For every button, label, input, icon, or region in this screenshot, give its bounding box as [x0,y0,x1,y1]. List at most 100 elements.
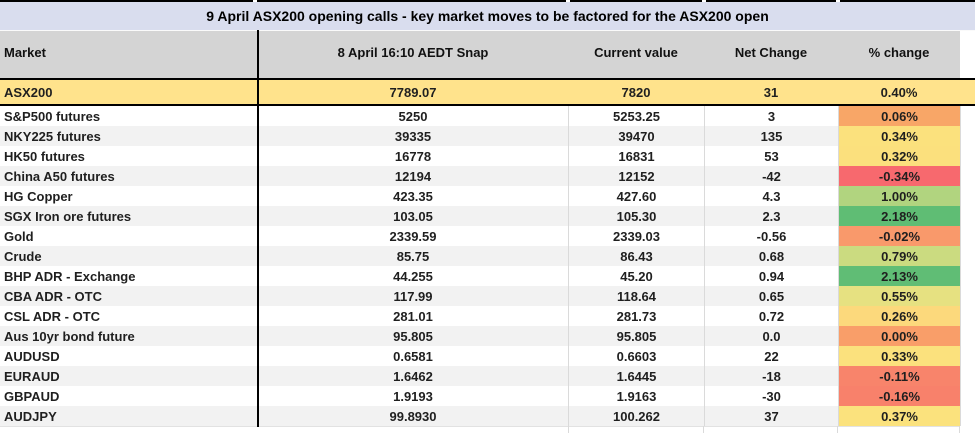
cell-market[interactable]: AUDJPY [0,406,258,426]
cell-current-value[interactable]: 95.805 [568,326,704,346]
cell-market[interactable]: Aus 10yr bond future [0,326,258,346]
table-row[interactable]: GBPAUD 1.9193 1.9163 -30 -0.16% [0,386,975,406]
cell-net-change[interactable]: 0.94 [704,266,838,286]
table-row[interactable]: Crude 85.75 86.43 0.68 0.79% [0,246,975,266]
cell-net-change[interactable]: 135 [704,126,838,146]
table-row[interactable]: AUDJPY 99.8930 100.262 37 0.37% [0,406,975,426]
cell-net-change[interactable]: -0.56 [704,226,838,246]
cell-pct-change[interactable]: -0.11% [838,366,960,386]
cell-market[interactable]: HK50 futures [4,148,85,164]
cell-market[interactable]: Gold [4,228,34,244]
cell-pct-change[interactable]: 0.34% [838,126,960,146]
cell-current-value[interactable]: 281.73 [568,306,704,326]
table-row[interactable]: AUDUSD 0.6581 0.6603 22 0.33% [0,346,975,366]
cell-snap[interactable]: 117.99 [258,286,568,306]
cell-pct-change[interactable]: -0.02% [838,226,960,246]
table-row[interactable]: NKY225 futures 39335 39470 135 0.34% [0,126,975,146]
cell-snap[interactable]: 12194 [258,166,568,186]
cell-net-change[interactable]: 22 [704,346,838,366]
cell-net-change[interactable]: 0.0 [704,326,838,346]
cell-pct-change[interactable]: 0.40% [880,84,918,100]
cell-market[interactable]: Crude [0,246,258,266]
cell-current-value[interactable]: 1.9163 [568,386,704,406]
table-row[interactable]: EURAUD 1.6462 1.6445 -18 -0.11% [0,366,975,386]
cell-net-change[interactable]: 3 [704,106,838,126]
table-row[interactable]: CBA ADR - OTC 117.99 118.64 0.65 0.55% [0,286,975,306]
cell-market[interactable]: NKY225 futures [0,126,258,146]
cell-snap[interactable]: 423.35 [393,188,433,204]
cell-current-value[interactable]: 427.60 [568,186,704,206]
asx200-highlight-row[interactable]: ASX200 7789.07 7820 31 0.40% [0,80,975,104]
cell-net-change[interactable]: 31 [763,84,779,100]
cell-market[interactable]: AUDUSD [4,348,60,364]
cell-snap[interactable]: 1.6462 [258,366,568,386]
cell-snap[interactable]: 103.05 [258,206,568,226]
cell-snap[interactable]: 5250 [398,108,428,124]
cell-pct-change[interactable]: 0.55% [838,286,960,306]
cell-net-change[interactable]: -18 [704,366,838,386]
cell-pct-change[interactable]: -0.16% [838,386,960,406]
table-row[interactable]: CSL ADR - OTC 281.01 281.73 0.72 0.26% [0,306,975,326]
cell-current-value[interactable]: 45.20 [568,266,704,286]
table-row[interactable]: Aus 10yr bond future 95.805 95.805 0.0 0… [0,326,975,346]
cell-snap[interactable]: 281.01 [393,308,433,324]
cell-pct-change[interactable]: 0.79% [838,246,960,266]
cell-net-change[interactable]: 0.68 [704,246,838,266]
cell-pct-change[interactable]: 2.13% [838,266,960,286]
cell-net-change[interactable]: 0.72 [704,306,838,326]
cell-market[interactable]: GBPAUD [4,388,60,404]
table-row[interactable]: BHP ADR - Exchange 44.255 45.20 0.94 2.1… [0,266,975,286]
cell-pct-change[interactable]: 0.33% [838,346,960,366]
cell-pct-change[interactable]: 2.18% [838,206,960,226]
cell-current-value[interactable]: 39470 [568,126,704,146]
table-row[interactable]: China A50 futures 12194 12152 -42 -0.34% [0,166,975,186]
cell-pct-change[interactable]: 0.06% [838,106,960,126]
cell-snap[interactable]: 16778 [394,148,432,164]
table-row[interactable]: SGX Iron ore futures 103.05 105.30 2.3 2… [0,206,975,226]
cell-pct-change[interactable]: 0.32% [838,146,960,166]
cell-current-value[interactable]: 12152 [568,166,704,186]
cell-market[interactable]: China A50 futures [0,166,258,186]
cell-snap[interactable]: 85.75 [258,246,568,266]
cell-market[interactable]: EURAUD [0,366,258,386]
table-row[interactable]: HK50 futures 16778 16831 53 0.32% [0,146,975,166]
cell-market[interactable]: HG Copper [4,188,73,204]
cell-current-value[interactable]: 86.43 [568,246,704,266]
cell-current-value[interactable]: 16831 [568,146,704,166]
cell-current-value[interactable]: 2339.03 [568,226,704,246]
cell-snap[interactable]: 1.9193 [393,388,433,404]
cell-current-value[interactable]: 105.30 [568,206,704,226]
cell-pct-change[interactable]: -0.34% [838,166,960,186]
cell-snap[interactable]: 95.805 [258,326,568,346]
cell-market[interactable]: BHP ADR - Exchange [4,268,136,284]
cell-snap[interactable]: 39335 [258,126,568,146]
table-row[interactable]: Gold 2339.59 2339.03 -0.56 -0.02% [0,226,975,246]
cell-market[interactable]: S&P500 futures [4,108,101,124]
cell-snap[interactable]: 2339.59 [389,228,437,244]
table-row[interactable]: S&P500 futures 5250 5253.25 3 0.06% [0,106,975,126]
cell-snap[interactable]: 99.8930 [258,406,568,426]
cell-net-change[interactable]: -30 [704,386,838,406]
cell-net-change[interactable]: 0.65 [704,286,838,306]
cell-pct-change[interactable]: 1.00% [838,186,960,206]
cell-net-change[interactable]: 4.3 [704,186,838,206]
cell-current-value[interactable]: 118.64 [568,286,704,306]
cell-pct-change[interactable]: 0.00% [838,326,960,346]
cell-current-value[interactable]: 0.6603 [568,346,704,366]
cell-net-change[interactable]: 2.3 [704,206,838,226]
cell-net-change[interactable]: 53 [704,146,838,166]
table-row[interactable]: HG Copper 423.35 427.60 4.3 1.00% [0,186,975,206]
cell-net-change[interactable]: -42 [704,166,838,186]
cell-current-value[interactable]: 5253.25 [568,106,704,126]
cell-market[interactable]: ASX200 [4,84,53,100]
cell-current-value[interactable]: 100.262 [568,406,704,426]
cell-net-change[interactable]: 37 [704,406,838,426]
cell-current-value[interactable]: 1.6445 [568,366,704,386]
cell-market[interactable]: SGX Iron ore futures [0,206,258,226]
cell-pct-change[interactable]: 0.37% [838,406,960,426]
cell-current-value[interactable]: 7820 [621,84,651,100]
cell-snap[interactable]: 7789.07 [389,84,437,100]
cell-pct-change[interactable]: 0.26% [838,306,960,326]
cell-snap[interactable]: 0.6581 [393,348,433,364]
cell-snap[interactable]: 44.255 [393,268,433,284]
